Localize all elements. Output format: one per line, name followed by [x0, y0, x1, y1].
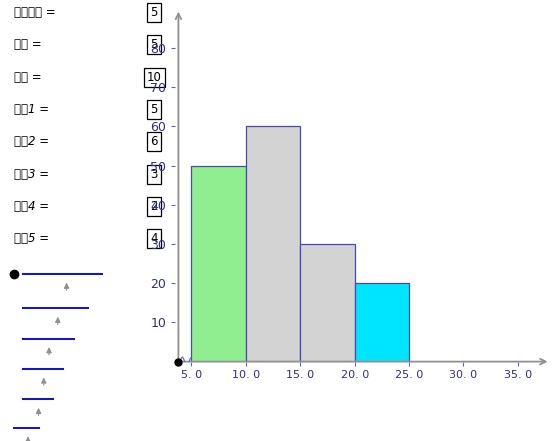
Text: 频数5 =: 频数5 =	[14, 232, 49, 245]
Text: 6: 6	[150, 135, 158, 148]
Text: 2: 2	[150, 200, 158, 213]
Text: 频数2 =: 频数2 =	[14, 135, 49, 148]
Text: 5: 5	[151, 38, 158, 52]
Text: 3: 3	[151, 168, 158, 181]
Text: 频数1 =: 频数1 =	[14, 103, 49, 116]
Text: 步长 =: 步长 =	[14, 38, 42, 52]
Bar	[300, 244, 355, 362]
Bar	[191, 166, 246, 362]
Text: 4: 4	[150, 232, 158, 245]
Text: 纵轴 =: 纵轴 =	[14, 71, 42, 84]
Text: 横轴起点 =: 横轴起点 =	[14, 6, 56, 19]
Text: 5: 5	[151, 103, 158, 116]
Text: 5: 5	[151, 6, 158, 19]
Bar	[246, 127, 300, 362]
Text: 频数4 =: 频数4 =	[14, 200, 49, 213]
Text: 10: 10	[147, 71, 162, 84]
Text: 频数3 =: 频数3 =	[14, 168, 49, 181]
Bar	[355, 283, 409, 362]
